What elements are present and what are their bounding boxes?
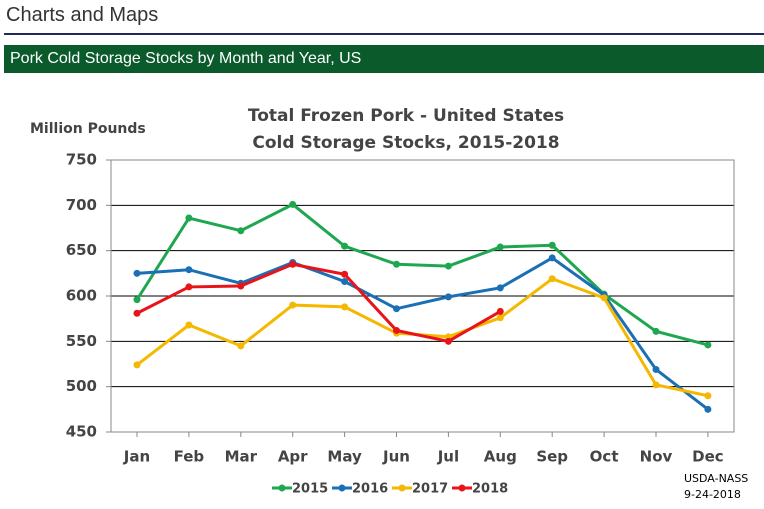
data-point <box>133 309 141 317</box>
x-tick-label: Aug <box>484 448 517 466</box>
banner: Pork Cold Storage Stocks by Month and Ye… <box>4 45 764 73</box>
data-point <box>341 303 349 311</box>
x-tick-label: May <box>327 448 362 466</box>
legend-label: 2017 <box>412 482 448 497</box>
data-point <box>237 227 245 235</box>
data-point <box>133 269 141 277</box>
data-point <box>237 342 245 350</box>
annotation: USDA-NASS <box>684 472 748 485</box>
y-tick-label: 650 <box>66 241 97 259</box>
y-tick-label: 600 <box>66 287 97 305</box>
data-point <box>496 307 504 315</box>
data-point <box>444 337 452 345</box>
y-tick-label: 550 <box>66 332 97 350</box>
x-tick-label: Dec <box>692 448 724 466</box>
data-point <box>652 381 660 389</box>
plot-border <box>110 159 735 433</box>
annotation: 9-24-2018 <box>684 488 741 501</box>
y-tick-label: 700 <box>66 196 97 214</box>
data-point <box>496 284 504 292</box>
x-tick-label: Feb <box>174 448 205 466</box>
series-line <box>135 202 709 347</box>
data-point <box>133 296 141 304</box>
legend-label: 2015 <box>292 482 328 497</box>
data-point <box>341 242 349 250</box>
legend-label: 2016 <box>352 482 388 497</box>
data-point <box>341 277 349 285</box>
data-point <box>133 361 141 369</box>
data-point <box>289 301 297 309</box>
data-point <box>444 293 452 301</box>
series-line <box>136 256 709 411</box>
data-point <box>600 294 608 302</box>
data-point <box>289 260 297 268</box>
x-tick-label: Nov <box>640 448 673 466</box>
data-point <box>704 392 712 400</box>
data-point <box>237 282 245 290</box>
data-point <box>185 321 193 329</box>
data-point <box>185 266 193 274</box>
legend-marker <box>458 484 466 492</box>
y-tick-label: 450 <box>66 423 97 441</box>
data-point <box>393 260 400 268</box>
x-tick-label: Apr <box>278 448 308 466</box>
data-point <box>393 326 400 334</box>
legend-marker <box>338 484 346 492</box>
data-point <box>444 262 452 270</box>
data-point <box>548 275 556 283</box>
header-rule <box>4 33 764 35</box>
data-point <box>185 283 193 291</box>
data-point <box>289 200 297 208</box>
x-tick-label: Sep <box>536 448 568 466</box>
data-point <box>652 365 660 373</box>
y-tick-label: 750 <box>66 151 97 169</box>
y-axis-label: Million Pounds <box>30 121 146 137</box>
series-line <box>136 262 502 343</box>
legend-marker <box>278 484 286 492</box>
legend-label: 2018 <box>472 482 508 497</box>
data-point <box>185 214 193 222</box>
legend-marker <box>398 484 406 492</box>
x-tick-label: Jun <box>382 448 410 466</box>
x-tick-label: Mar <box>225 448 258 466</box>
x-tick-label: Jul <box>437 448 459 466</box>
chart-title: Total Frozen Pork - United States <box>248 106 564 126</box>
x-tick-label: Oct <box>590 448 619 466</box>
data-point <box>496 314 504 322</box>
data-point <box>704 341 712 349</box>
data-point <box>548 241 556 249</box>
page-title: Charts and Maps <box>6 4 159 26</box>
data-point <box>704 405 712 413</box>
data-point <box>341 270 349 278</box>
data-point <box>496 243 504 251</box>
data-point <box>393 305 400 313</box>
chart-subtitle: Cold Storage Stocks, 2015-2018 <box>252 133 559 153</box>
x-tick-label: Jan <box>123 448 150 466</box>
data-point <box>652 327 660 335</box>
y-tick-label: 500 <box>66 377 97 395</box>
data-point <box>548 254 556 262</box>
